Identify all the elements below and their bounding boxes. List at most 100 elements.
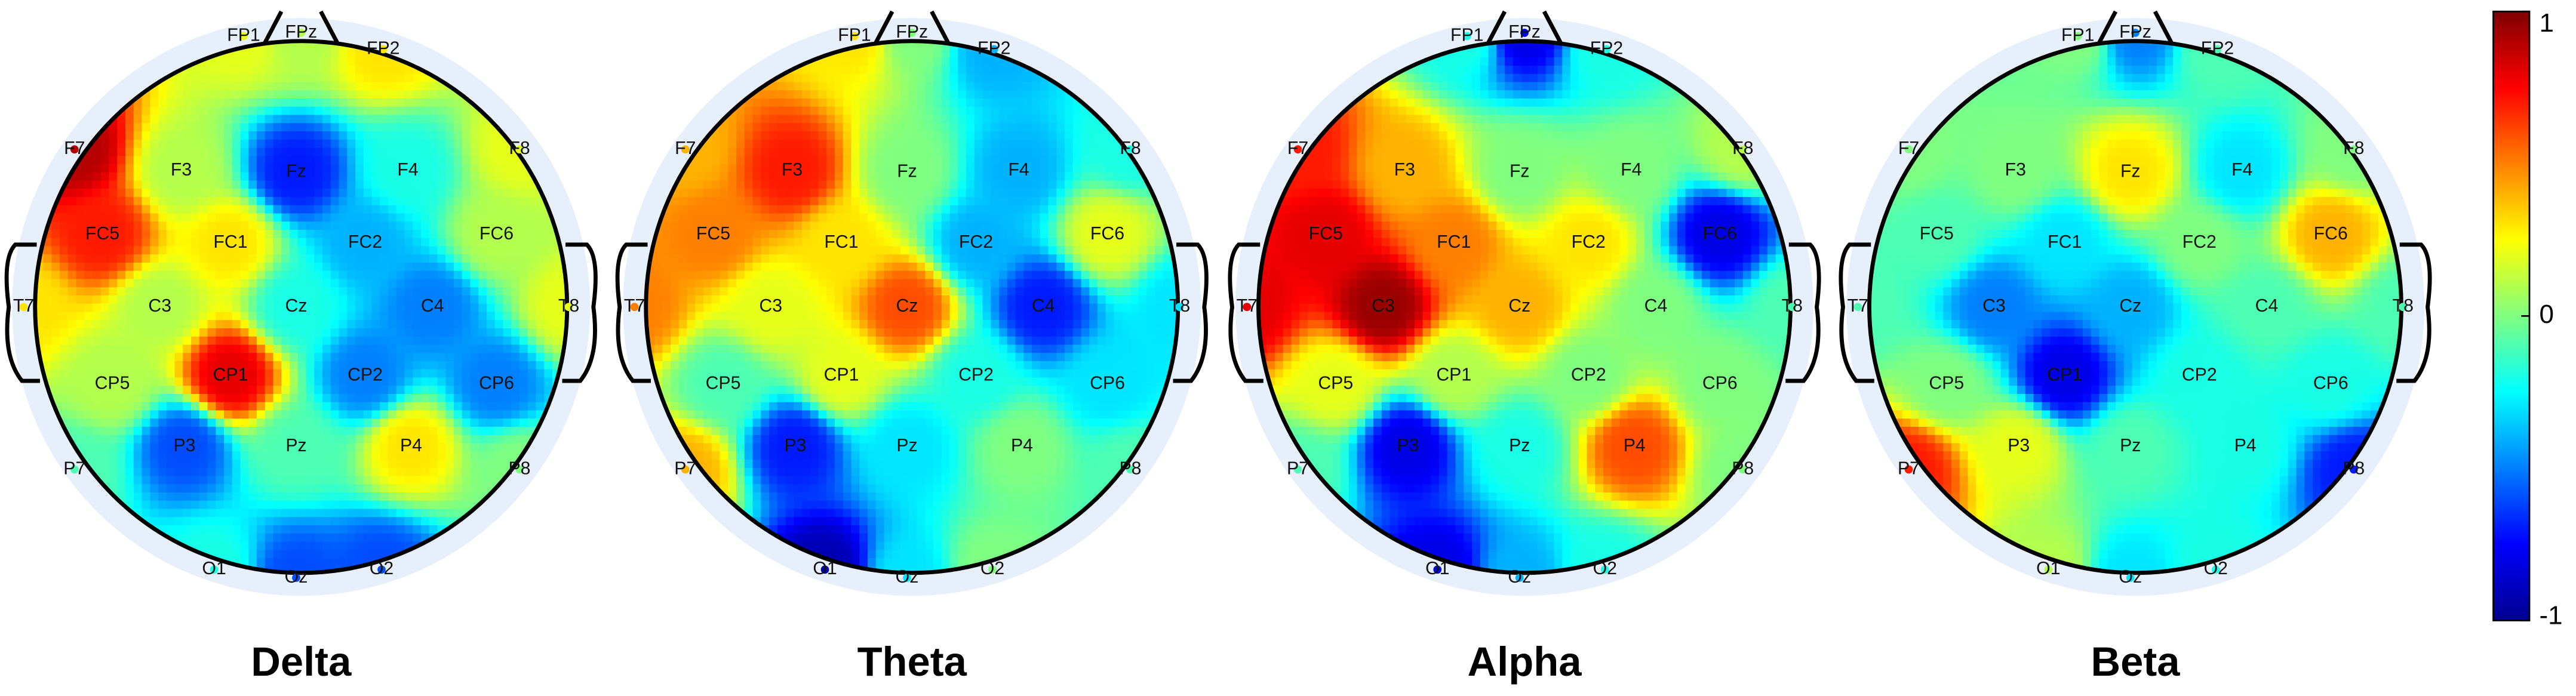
heat-cell (1089, 164, 1099, 174)
heat-cell (60, 295, 69, 305)
heat-cell (810, 131, 820, 141)
heat-cell (257, 550, 266, 559)
heat-cell (949, 73, 959, 84)
heat-cell (720, 123, 729, 133)
heat-cell (240, 254, 250, 264)
heat-cell (933, 263, 943, 272)
heat-cell (454, 172, 463, 182)
heat-cell (371, 147, 381, 157)
heat-cell (347, 73, 356, 84)
heat-cell (851, 147, 860, 157)
heat-cell (949, 131, 959, 141)
heat-cell (330, 467, 340, 478)
heat-cell (859, 164, 869, 174)
heat-cell (363, 254, 373, 264)
heat-cell (462, 460, 472, 469)
heat-cell (93, 402, 102, 412)
heat-cell (109, 287, 118, 297)
heat-cell (462, 197, 472, 207)
heat-cell (1023, 246, 1033, 255)
heat-cell (761, 254, 770, 264)
heat-cell (347, 451, 356, 461)
heat-cell (355, 90, 365, 100)
heat-cell (306, 467, 315, 478)
heat-cell (207, 221, 217, 231)
heat-cell (314, 303, 324, 313)
heat-cell (371, 533, 381, 543)
heat-cell (933, 49, 943, 58)
heat-cell (174, 131, 184, 141)
heat-cell (454, 443, 463, 452)
heat-cell (470, 386, 479, 395)
heat-cell (371, 131, 381, 141)
heat-cell (437, 500, 447, 510)
heat-cell (363, 344, 373, 354)
heat-cell (355, 172, 365, 182)
heat-cell (1072, 172, 1083, 182)
heat-cell (728, 156, 737, 165)
heat-cell (84, 263, 94, 272)
heat-cell (769, 147, 779, 157)
heat-cell (330, 443, 340, 452)
heat-cell (322, 246, 332, 255)
heat-cell (875, 238, 886, 248)
heat-cell (494, 172, 505, 182)
heat-cell (388, 82, 398, 91)
heat-cell (142, 172, 151, 182)
heat-cell (736, 106, 746, 116)
heat-cell (1122, 180, 1132, 190)
heat-cell (1023, 90, 1033, 100)
heat-cell (207, 205, 217, 215)
right-ear (1173, 242, 1209, 383)
heat-cell (527, 320, 537, 329)
heat-cell (933, 172, 943, 182)
heat-cell (802, 82, 811, 91)
heat-cell (314, 533, 324, 543)
heat-cell (511, 312, 521, 321)
heat-cell (671, 205, 680, 215)
heat-cell (84, 377, 94, 387)
heat-cell (216, 57, 225, 67)
heat-cell (240, 541, 250, 551)
heat-cell (917, 180, 926, 190)
heat-cell (654, 270, 663, 281)
heat-cell (67, 427, 78, 436)
heat-cell (347, 443, 356, 452)
heat-cell (191, 156, 201, 165)
heat-cell (224, 328, 233, 338)
heat-cell (100, 344, 110, 354)
heat-cell (191, 221, 201, 231)
heat-cell (158, 238, 168, 248)
heat-cell (519, 394, 529, 404)
heat-cell (248, 98, 258, 108)
heat-cell (404, 246, 414, 255)
heat-cell (273, 377, 282, 387)
heat-cell (100, 139, 110, 149)
heat-cell (158, 361, 168, 371)
heat-cell (388, 279, 398, 288)
heat-cell (999, 238, 1009, 248)
heat-cell (519, 246, 529, 255)
heat-cell (248, 172, 258, 182)
heat-cell (396, 131, 406, 141)
heat-cell (150, 180, 159, 190)
heat-cell (859, 106, 869, 116)
heat-cell (290, 205, 299, 215)
heat-cell (527, 295, 537, 305)
heat-cell (371, 156, 381, 165)
heat-cell (306, 328, 315, 338)
heat-cell (826, 221, 836, 231)
heat-cell (339, 106, 348, 116)
heat-cell (941, 73, 951, 84)
heat-cell (306, 492, 315, 502)
heat-cell (1122, 164, 1132, 174)
heat-cell (843, 131, 853, 141)
heat-cell (859, 172, 869, 182)
heat-cell (429, 221, 439, 231)
heat-cell (207, 328, 217, 338)
heat-cell (232, 279, 242, 288)
heat-cell (1007, 213, 1017, 223)
heat-cell (736, 172, 746, 182)
heat-cell (851, 98, 860, 108)
heat-cell (445, 246, 455, 255)
